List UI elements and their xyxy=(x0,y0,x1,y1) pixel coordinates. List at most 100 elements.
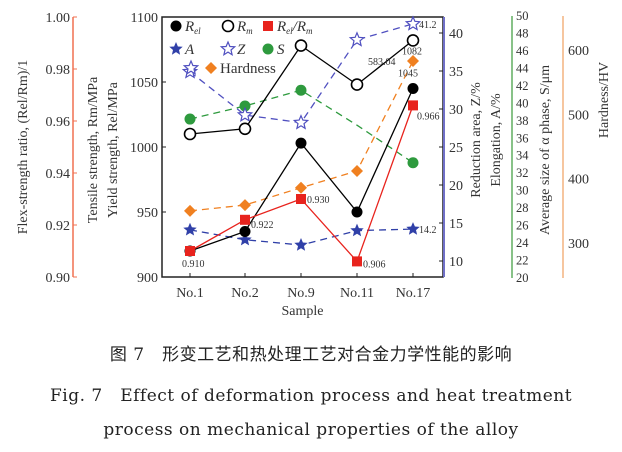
marker-a xyxy=(238,232,252,246)
legend-marker-s xyxy=(262,43,274,55)
percent-tick-label: 25 xyxy=(449,141,463,156)
x-tick-label: No.17 xyxy=(396,286,431,301)
marker-rel-rm xyxy=(240,214,250,225)
y-tick-label-strength: 950 xyxy=(137,206,158,221)
data-label: 0.966 xyxy=(417,111,440,122)
marker-rel xyxy=(239,226,251,237)
size-tick-label: 34 xyxy=(516,149,529,163)
percent-tick-label: 15 xyxy=(449,217,463,232)
marker-hardness xyxy=(239,199,251,212)
data-label: 0.922 xyxy=(251,220,274,231)
size-tick-label: 26 xyxy=(516,219,529,233)
marker-a xyxy=(183,222,197,236)
percent-tick-label: 30 xyxy=(449,103,463,118)
legend-marker-z xyxy=(219,40,237,56)
percent-tick-label: 10 xyxy=(449,255,463,270)
x-tick-label: No.1 xyxy=(176,286,204,301)
y-tick-label-strength: 900 xyxy=(137,271,158,286)
marker-z xyxy=(348,31,366,47)
hardness-tick-label: 400 xyxy=(568,173,589,188)
size-tick-label: 32 xyxy=(516,166,529,180)
size-tick-label: 36 xyxy=(516,131,529,145)
ratio-axis-label: Flex-strength ratio, (Rel/Rm)/1 xyxy=(16,60,31,235)
size-tick-label: 46 xyxy=(516,44,529,58)
marker-s xyxy=(295,84,307,96)
size-tick-label: 44 xyxy=(516,61,529,75)
marker-rel-rm xyxy=(352,256,362,267)
size-tick-label: 42 xyxy=(516,79,529,93)
percent-tick-label: 20 xyxy=(449,179,463,194)
marker-rel-rm xyxy=(408,100,418,111)
marker-a xyxy=(350,223,364,237)
size-tick-label: 48 xyxy=(516,26,529,40)
hardness-axis-label: Hardness/HV xyxy=(597,62,612,138)
marker-rel xyxy=(351,206,363,218)
y-axis-label-tensile: Tensile strength, Rm/MPa xyxy=(86,76,101,223)
marker-rm xyxy=(406,34,420,47)
hardness-tick-label: 500 xyxy=(568,108,589,123)
size-tick-label: 20 xyxy=(516,271,529,285)
marker-rm xyxy=(350,78,364,91)
data-label: 41.2 xyxy=(419,20,437,31)
marker-a xyxy=(294,238,308,251)
size-tick-label: 30 xyxy=(516,184,529,198)
data-label: 0.910 xyxy=(182,259,205,270)
size-axis-label: Average size of α phase, S/μm xyxy=(538,65,553,235)
hardness-tick-label: 600 xyxy=(568,44,589,59)
data-label: 583.04 xyxy=(368,57,396,68)
marker-rel xyxy=(407,83,419,94)
data-label: 14.2 xyxy=(419,225,437,236)
percent-tick-label: 35 xyxy=(449,65,463,80)
legend-label: Rm xyxy=(236,19,253,36)
size-tick-label: 22 xyxy=(516,254,529,268)
marker-rm xyxy=(183,127,197,141)
marker-z xyxy=(404,15,422,31)
marker-hardness xyxy=(407,55,419,68)
data-label: 1045 xyxy=(398,69,418,80)
marker-rel-rm xyxy=(185,246,195,256)
data-label: 1082 xyxy=(402,46,422,57)
percent-axis-label-z: Reduction area, Z/% xyxy=(469,82,484,198)
marker-s xyxy=(407,157,419,169)
ratio-tick-label: 0.90 xyxy=(46,271,71,286)
marker-rm xyxy=(294,39,308,52)
size-tick-label: 40 xyxy=(516,96,529,110)
marker-z xyxy=(236,106,254,122)
legend-label: Z xyxy=(237,42,246,58)
legend-marker-rel xyxy=(170,20,182,32)
marker-a xyxy=(406,222,420,235)
x-axis-label: Sample xyxy=(282,304,324,319)
legend-marker-rm xyxy=(221,19,235,33)
marker-rm xyxy=(238,122,252,136)
caption-en-line1: Fig. 7 Effect of deformation process and… xyxy=(49,386,573,406)
y-axis-label-yield: Yield strength, Rel/MPa xyxy=(106,81,121,218)
legend-marker-hardness xyxy=(205,62,217,74)
legend-label: Rel/Rm xyxy=(276,19,313,36)
legend-marker-a xyxy=(169,42,183,55)
ratio-tick-label: 0.98 xyxy=(46,63,71,78)
marker-s xyxy=(184,113,196,125)
ratio-tick-label: 0.92 xyxy=(46,219,71,234)
percent-tick-label: 40 xyxy=(449,27,463,42)
marker-hardness xyxy=(295,181,307,194)
y-tick-label-strength: 1100 xyxy=(131,11,158,26)
size-tick-label: 24 xyxy=(516,236,529,250)
size-tick-label: 28 xyxy=(516,201,529,215)
hardness-tick-label: 300 xyxy=(568,237,589,252)
x-tick-label: No.2 xyxy=(231,286,259,301)
percent-axis-label-a: Elongation, A/% xyxy=(489,93,504,187)
x-tick-label: No.9 xyxy=(287,286,315,301)
caption-en-line2: process on mechanical properties of the … xyxy=(103,420,519,440)
marker-hardness xyxy=(184,204,196,217)
y-tick-label-strength: 1000 xyxy=(130,141,158,156)
series-line-rel xyxy=(189,88,414,252)
marker-z xyxy=(292,114,310,130)
ratio-tick-label: 0.94 xyxy=(46,167,71,182)
legend-label: Rel xyxy=(184,19,201,36)
marker-hardness xyxy=(351,164,363,177)
y-tick-label-strength: 1050 xyxy=(130,76,158,91)
legend-marker-rel-rm xyxy=(263,21,273,31)
data-label: 0.930 xyxy=(307,195,330,206)
ratio-tick-label: 1.00 xyxy=(46,11,71,26)
